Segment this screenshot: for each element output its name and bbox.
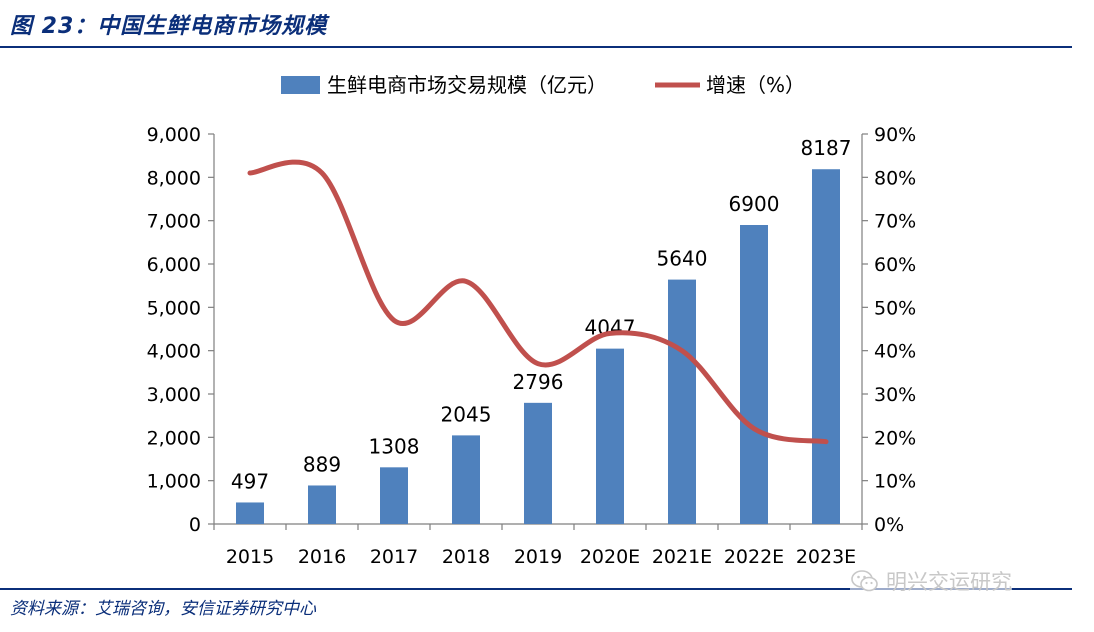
right-axis-tick-label: 10% xyxy=(874,471,916,493)
left-axis-tick-label: 9,000 xyxy=(147,124,201,146)
bar-2022E xyxy=(740,225,768,524)
left-axis-tick-label: 3,000 xyxy=(147,384,201,406)
right-axis-tick-label: 30% xyxy=(874,384,916,406)
x-axis-tick-label: 2022E xyxy=(724,546,784,568)
watermark-text: 明兴交运研究 xyxy=(886,570,1012,594)
left-axis-tick-label: 7,000 xyxy=(147,211,201,233)
wechat-icon xyxy=(851,570,878,592)
left-axis-tick-label: 5,000 xyxy=(147,297,201,319)
footer-divider xyxy=(0,588,1072,590)
bar-2023E xyxy=(812,169,840,525)
right-axis-tick-label: 50% xyxy=(874,297,916,319)
bar-data-label: 8187 xyxy=(801,136,852,160)
left-axis-tick-label: 0 xyxy=(189,514,201,536)
bar-data-label: 2045 xyxy=(441,402,492,426)
bar-2019 xyxy=(524,402,552,524)
header-divider xyxy=(0,46,1072,48)
bar-data-label: 497 xyxy=(231,469,269,493)
legend-bar-label: 生鲜电商市场交易规模（亿元） xyxy=(327,73,607,97)
right-axis-tick-label: 20% xyxy=(874,427,916,449)
left-axis-tick-label: 2,000 xyxy=(147,427,201,449)
bar-data-label: 2796 xyxy=(513,370,564,394)
right-axis-tick-label: 70% xyxy=(874,211,916,233)
bar-data-label: 889 xyxy=(303,452,341,476)
bar-data-label: 1308 xyxy=(369,434,420,458)
bar-data-label: 5640 xyxy=(657,247,708,271)
legend-line-label: 增速（%） xyxy=(706,73,805,97)
bar-2015 xyxy=(236,502,264,524)
left-axis-tick-label: 8,000 xyxy=(147,167,201,189)
watermark: 明兴交运研究 xyxy=(850,566,1012,596)
bar-2020E xyxy=(596,348,624,524)
x-axis-tick-label: 2015 xyxy=(226,546,274,568)
x-axis-tick-label: 2017 xyxy=(370,546,418,568)
left-axis-tick-label: 4,000 xyxy=(147,341,201,363)
right-axis-tick-label: 40% xyxy=(874,341,916,363)
bar-data-label: 6900 xyxy=(729,192,780,216)
x-axis-tick-label: 2020E xyxy=(580,546,640,568)
right-axis-tick-label: 60% xyxy=(874,254,916,276)
bar-2018 xyxy=(452,435,480,524)
bar-data-label: 4047 xyxy=(585,316,636,340)
bar-2016 xyxy=(308,485,336,524)
right-axis-tick-label: 90% xyxy=(874,124,916,146)
legend-bar-swatch xyxy=(281,76,320,94)
bar-2021E xyxy=(668,279,696,524)
x-axis-tick-label: 2021E xyxy=(652,546,712,568)
x-axis-tick-label: 2019 xyxy=(514,546,562,568)
bar-2017 xyxy=(380,467,408,524)
x-axis-tick-label: 2023E xyxy=(796,546,856,568)
left-axis-tick-label: 1,000 xyxy=(147,471,201,493)
x-axis-tick-label: 2016 xyxy=(298,546,346,568)
right-axis-tick-label: 80% xyxy=(874,167,916,189)
left-axis-tick-label: 6,000 xyxy=(147,254,201,276)
growth-rate-line xyxy=(247,159,829,445)
right-axis-tick-label: 0% xyxy=(874,514,904,536)
source-note: 资料来源：艾瑞咨询，安信证券研究中心 xyxy=(10,599,316,619)
figure-title: 图 23：中国生鲜电商市场规模 xyxy=(10,14,328,39)
x-axis-tick-label: 2018 xyxy=(442,546,490,568)
